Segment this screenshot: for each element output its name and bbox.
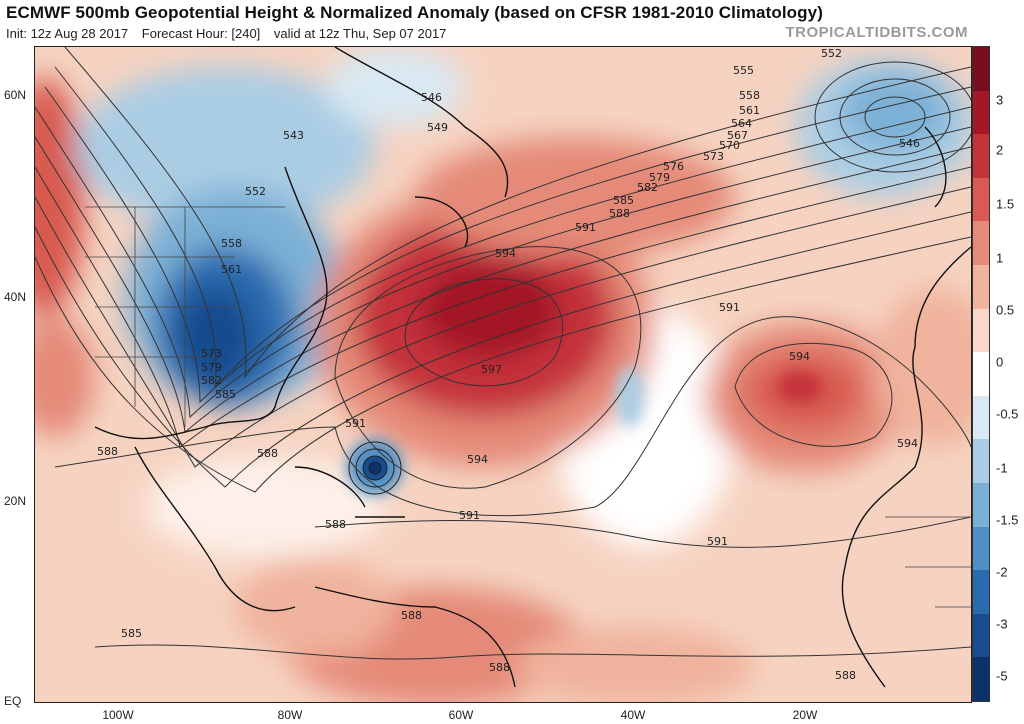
contour-label-594-s: 594 — [467, 453, 488, 466]
lon-label-60w: 60W — [448, 708, 474, 722]
contour-label-579: 579 — [201, 361, 222, 374]
contour-label-591-s: 591 — [459, 509, 480, 522]
lat-label-20n: 20N — [4, 494, 27, 508]
political-borders — [85, 206, 971, 608]
contour-label-561-ne: 561 — [739, 104, 760, 117]
lat-label-eq: EQ — [4, 694, 22, 708]
contour-label-546: 546 — [421, 91, 442, 104]
contour-label-573-ne: 573 — [703, 150, 724, 163]
colorbar-segment — [973, 526, 989, 571]
lon-label-20w: 20W — [792, 708, 818, 722]
colorbar-label-3: 3 — [996, 92, 1004, 108]
colorbar-segment — [973, 482, 989, 527]
contour-label-546-ne: 546 — [899, 137, 920, 150]
contour-label-585-sw: 585 — [121, 627, 142, 640]
anomaly-field — [35, 47, 971, 702]
contour-label-570: 570 — [719, 139, 740, 152]
map-panel: 543 552 558 561 573 579 582 585 588 588 … — [34, 46, 972, 703]
lon-label-80w: 80W — [277, 708, 303, 722]
colorbar-label-0-5: 0.5 — [996, 302, 1015, 318]
contour-labels: 543 552 558 561 573 579 582 585 588 588 … — [97, 47, 920, 682]
contour-label-588-se: 588 — [835, 669, 856, 682]
contour-label-558: 558 — [221, 237, 242, 250]
colorbar-label-neg-3: -3 — [996, 616, 1008, 632]
colorbar-segment — [973, 134, 989, 178]
chart-title: ECMWF 500mb Geopotential Height & Normal… — [6, 3, 823, 22]
contour-label-552-ne: 552 — [821, 47, 842, 60]
contour-label-561: 561 — [221, 263, 242, 276]
colorbar-segment — [973, 264, 989, 309]
colorbar-segment — [973, 177, 989, 222]
colorbar-segment — [973, 613, 989, 658]
colorbar-segment — [973, 90, 989, 135]
forecast-hour: Forecast Hour: [240] — [141, 26, 261, 41]
contour-label-567: 567 — [727, 129, 748, 142]
contour-label-588-caribbean: 588 — [325, 518, 346, 531]
contour-label-579-ne: 579 — [649, 171, 670, 184]
colorbar-label-neg-5: -5 — [996, 668, 1008, 684]
contour-label-585-ne: 585 — [613, 194, 634, 207]
contour-label-588-west: 588 — [97, 445, 118, 458]
brand-watermark: TROPICALTIDBITS.COM — [785, 24, 968, 41]
anomaly-map: 543 552 558 561 573 579 582 585 588 588 … — [35, 47, 971, 702]
colorbar-segment — [973, 657, 989, 701]
chart-subtitle: Init: 12z Aug 28 2017 Forecast Hour: [24… — [6, 26, 456, 41]
colorbar-segment — [973, 308, 989, 353]
colorbar-segment — [973, 439, 989, 483]
contour-label-588-gulf: 588 — [257, 447, 278, 460]
contour-label-588-sa: 588 — [489, 661, 510, 674]
contour-label-588-s: 588 — [401, 609, 422, 622]
colorbar-label-2: 2 — [996, 142, 1004, 158]
contour-label-585: 585 — [215, 388, 236, 401]
colorbar-segment — [973, 221, 989, 265]
contour-label-591-se: 591 — [707, 535, 728, 548]
contour-label-591-ne: 591 — [575, 221, 596, 234]
coastlines — [94, 47, 971, 688]
contour-label-594-e: 594 — [789, 350, 810, 363]
colorbar-label-0: 0 — [996, 354, 1004, 370]
colorbar-label-neg-2: -2 — [996, 564, 1008, 580]
contour-label-582-ne: 582 — [637, 181, 658, 194]
contour-label-597: 597 — [481, 363, 502, 376]
valid-time: valid at 12z Thu, Sep 07 2017 — [273, 26, 447, 41]
contour-label-555: 555 — [733, 64, 754, 77]
init-time: Init: 12z Aug 28 2017 — [6, 26, 129, 41]
colorbar-segment — [973, 352, 989, 396]
contour-label-594-n: 594 — [495, 247, 516, 260]
contour-label-591-west: 591 — [345, 417, 366, 430]
colorbar-label-1-5: 1.5 — [996, 196, 1015, 212]
colorbar-segment — [973, 47, 989, 91]
colorbar-label-neg-0-5: -0.5 — [996, 406, 1019, 422]
contour-label-588-ne: 588 — [609, 207, 630, 220]
contour-label-591-e: 591 — [719, 301, 740, 314]
lon-label-40w: 40W — [620, 708, 646, 722]
contour-label-558-ne: 558 — [739, 89, 760, 102]
colorbar-label-neg-1: -1 — [996, 460, 1008, 476]
contour-label-594-far-e: 594 — [897, 437, 918, 450]
lon-label-100w: 100W — [102, 708, 134, 722]
colorbar-segment — [973, 570, 989, 614]
contour-label-564: 564 — [731, 117, 752, 130]
contour-label-576: 576 — [663, 160, 684, 173]
colorbar — [972, 46, 990, 702]
contour-label-573: 573 — [201, 347, 222, 360]
colorbar-label-1: 1 — [996, 250, 1004, 266]
contour-label-543: 543 — [283, 129, 304, 142]
colorbar-label-neg-1-5: -1.5 — [996, 512, 1019, 528]
lat-label-60n: 60N — [4, 88, 27, 102]
contour-label-549: 549 — [427, 121, 448, 134]
contour-label-552: 552 — [245, 185, 266, 198]
lat-label-40n: 40N — [4, 290, 27, 304]
colorbar-segment — [973, 395, 989, 440]
contour-label-582: 582 — [201, 374, 222, 387]
tropical-cyclone-low — [348, 441, 402, 495]
height-contours — [35, 47, 971, 660]
